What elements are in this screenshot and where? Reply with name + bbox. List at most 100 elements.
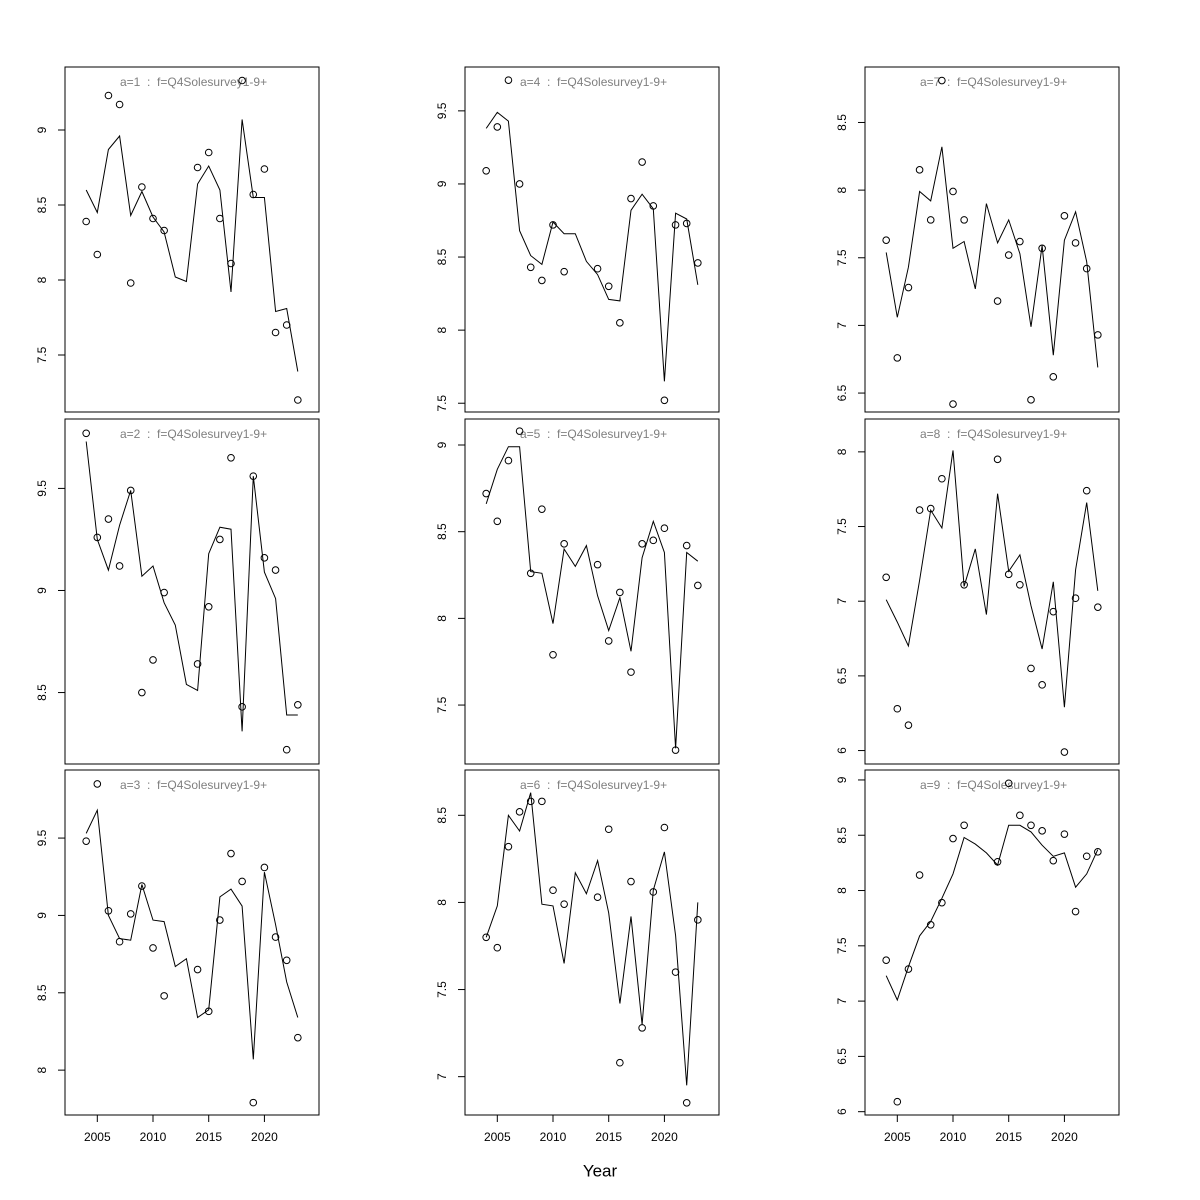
- y-tick-label: 9: [435, 180, 449, 187]
- data-point: [1016, 580, 1024, 589]
- data-point: [882, 956, 890, 964]
- data-point: [638, 158, 646, 166]
- data-point: [1082, 852, 1091, 861]
- y-tick-label: 7.5: [835, 518, 849, 535]
- y-tick-label: 8: [35, 276, 49, 283]
- data-point: [993, 455, 1002, 464]
- data-point: [294, 1033, 302, 1042]
- y-tick-label: 8.5: [35, 984, 49, 1001]
- data-point: [138, 882, 146, 890]
- data-point: [82, 837, 90, 845]
- data-point: [126, 910, 135, 918]
- y-tick-label: 8.5: [435, 523, 449, 540]
- panel-title: a=9 : f=Q4Solesurvey1-9+: [920, 778, 1067, 792]
- data-point: [915, 506, 924, 514]
- y-tick-label: 8.5: [835, 114, 849, 131]
- data-point: [649, 536, 658, 545]
- x-tick-label: 2020: [251, 1130, 278, 1144]
- data-point: [1038, 827, 1046, 835]
- data-point: [638, 1024, 646, 1032]
- data-point: [660, 823, 669, 832]
- data-point: [1060, 830, 1069, 838]
- plot-frame: [864, 418, 1120, 765]
- data-point: [138, 688, 146, 697]
- y-tick-label: 9: [835, 776, 849, 783]
- data-point: [260, 554, 269, 562]
- data-point: [294, 700, 302, 709]
- data-point: [1094, 848, 1102, 856]
- data-point: [227, 849, 235, 858]
- y-tick-label: 8.5: [435, 248, 449, 265]
- fitted-line: [885, 146, 1099, 368]
- x-tick-label: 2020: [651, 1130, 678, 1144]
- x-tick-label: 2015: [595, 1130, 622, 1144]
- data-point: [1038, 244, 1046, 253]
- data-point: [682, 541, 691, 550]
- y-tick-label: 8.5: [835, 827, 849, 844]
- x-tick-label: 2015: [995, 1130, 1022, 1144]
- panel-title: a=4 : f=Q4Solesurvey1-9+: [520, 75, 667, 89]
- data-point: [115, 100, 124, 109]
- data-point: [82, 217, 90, 226]
- y-tick-label: 7: [835, 598, 849, 605]
- data-point: [949, 400, 957, 408]
- data-point: [893, 354, 902, 362]
- data-point: [504, 76, 513, 84]
- y-tick-label: 7.5: [835, 249, 849, 266]
- data-point: [604, 637, 613, 645]
- data-point: [515, 180, 524, 188]
- y-tick-label: 9.5: [35, 829, 49, 846]
- fitted-line: [485, 446, 699, 749]
- data-point: [271, 328, 280, 337]
- data-point: [149, 214, 157, 223]
- fitted-line: [485, 111, 699, 382]
- data-point: [671, 221, 680, 229]
- plot-frame: [864, 66, 1120, 413]
- plot-frame: [64, 66, 320, 413]
- x-tick-label: 2020: [1051, 1130, 1078, 1144]
- data-point: [627, 194, 635, 203]
- data-point: [593, 264, 602, 273]
- data-point: [526, 263, 535, 272]
- data-point: [694, 916, 702, 924]
- data-point: [1027, 396, 1035, 404]
- x-axis-label: Year: [583, 1161, 618, 1180]
- data-point: [1060, 212, 1069, 220]
- data-point: [882, 236, 890, 244]
- data-point: [1038, 681, 1046, 689]
- y-tick-label: 7: [835, 322, 849, 329]
- y-tick-label: 7: [435, 1073, 449, 1080]
- panel-title: a=5 : f=Q4Solesurvey1-9+: [520, 427, 667, 441]
- data-point: [282, 745, 291, 754]
- data-point: [549, 650, 557, 659]
- data-point: [104, 515, 113, 523]
- y-tick-label: 8: [35, 1066, 49, 1073]
- data-point: [660, 524, 669, 533]
- data-point: [904, 283, 913, 292]
- data-point: [193, 163, 202, 172]
- data-point: [238, 877, 246, 886]
- y-tick-label: 6: [835, 1108, 849, 1115]
- data-point: [93, 780, 102, 788]
- data-point: [627, 668, 635, 676]
- y-tick-label: 7.5: [835, 937, 849, 954]
- y-tick-label: 8: [835, 448, 849, 455]
- data-point: [1027, 664, 1035, 673]
- data-point: [993, 297, 1002, 305]
- x-tick-label: 2010: [540, 1130, 567, 1144]
- y-tick-label: 9.5: [435, 102, 449, 119]
- data-point: [538, 505, 546, 513]
- data-point: [938, 76, 946, 85]
- data-point: [616, 588, 624, 597]
- data-point: [1060, 748, 1069, 756]
- data-point: [627, 877, 635, 886]
- y-tick-label: 6.5: [835, 667, 849, 684]
- y-tick-label: 8: [835, 186, 849, 193]
- data-point: [915, 166, 924, 174]
- x-tick-label: 2015: [195, 1130, 222, 1144]
- y-tick-label: 6.5: [835, 1048, 849, 1065]
- data-point: [115, 562, 124, 570]
- y-tick-label: 8: [835, 887, 849, 894]
- data-point: [960, 216, 968, 224]
- fitted-line: [85, 808, 299, 1060]
